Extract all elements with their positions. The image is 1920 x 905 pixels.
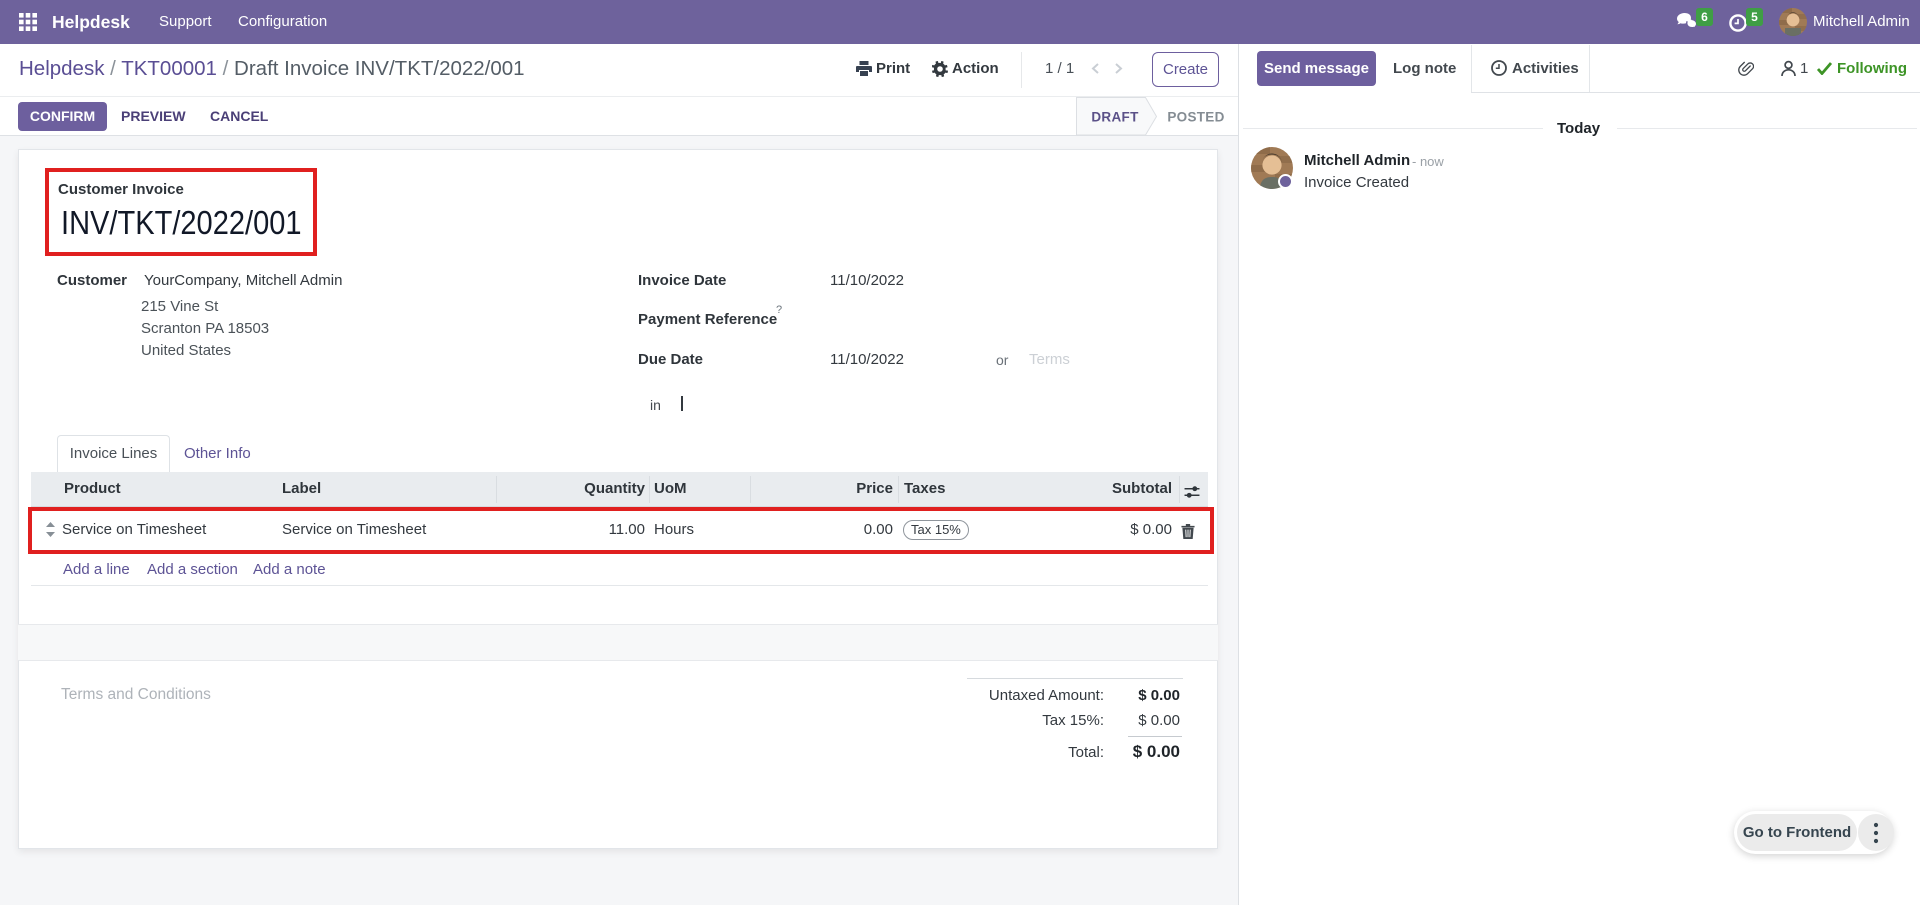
svg-text:DRAFT: DRAFT [1091, 110, 1139, 125]
svg-text:POSTED: POSTED [1167, 110, 1224, 125]
